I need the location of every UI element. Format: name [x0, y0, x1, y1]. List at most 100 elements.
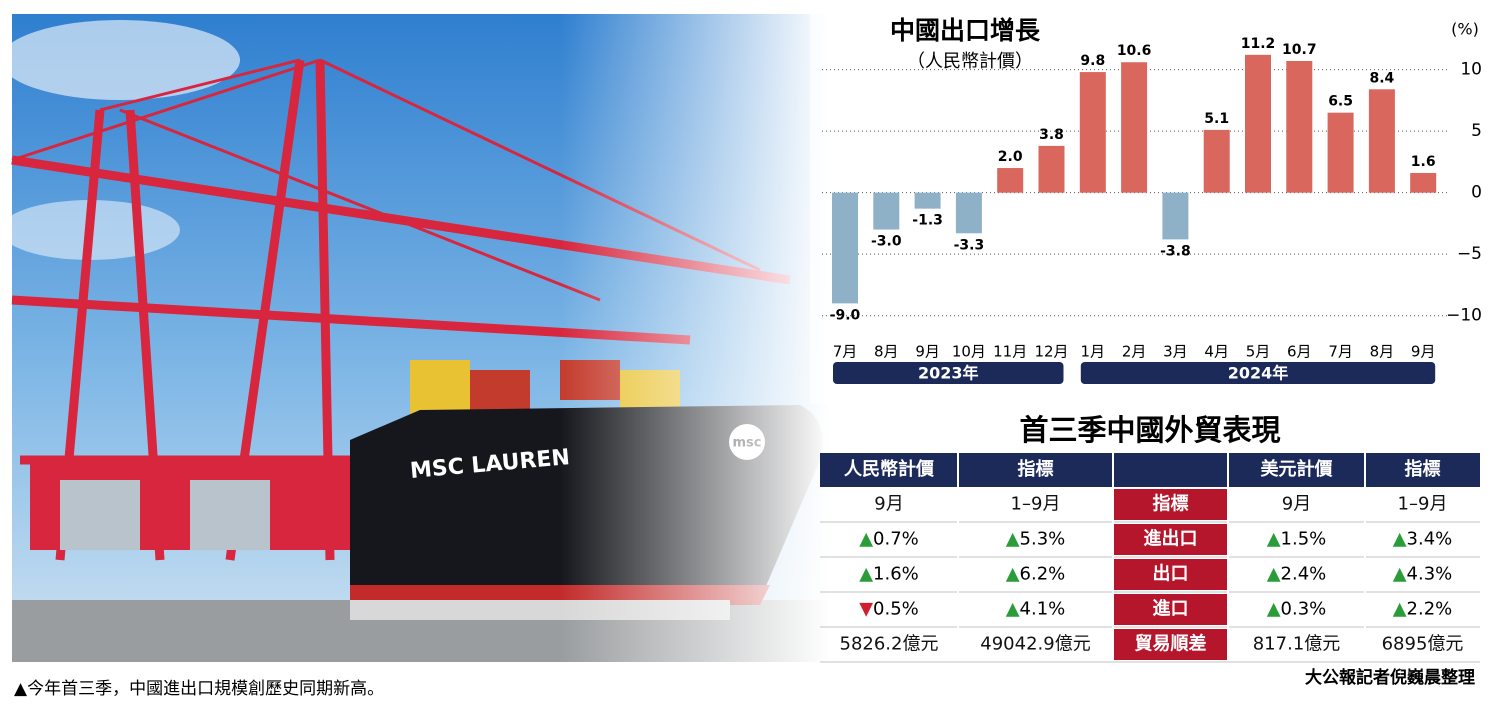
table-cell: ▼0.5% — [859, 599, 919, 620]
value-label: 2.0 — [998, 149, 1023, 165]
value-label: -3.0 — [871, 234, 902, 250]
value-label: 5.1 — [1204, 111, 1229, 127]
bar — [1121, 62, 1148, 193]
change-sign: ▲ — [1267, 564, 1281, 585]
change-sign: ▲ — [1393, 599, 1407, 620]
cell-value: 2.4% — [1281, 564, 1327, 585]
table-cell: 6895億元 — [1382, 634, 1464, 655]
change-sign: ▲ — [1393, 529, 1407, 550]
table-cell: ▲3.4% — [1393, 529, 1453, 550]
cell-value: 1.5% — [1281, 529, 1327, 550]
chart-subtitle: （人民幣計價） — [907, 51, 1033, 72]
value-label: 11.2 — [1241, 36, 1276, 52]
bar — [832, 192, 858, 304]
x-tick-label: 9月 — [915, 343, 940, 361]
x-tick-label: 5月 — [1246, 343, 1271, 361]
caption: ▲今年首三季，中國進出口規模創歷史同期新高。 — [14, 679, 384, 699]
value-label: 8.4 — [1369, 70, 1394, 86]
x-tick-label: 2月 — [1122, 343, 1147, 361]
change-sign: ▲ — [859, 564, 873, 585]
table-cell: ▲6.2% — [1006, 564, 1066, 585]
year-label: 2024年 — [1228, 364, 1289, 383]
bar — [1203, 129, 1230, 193]
x-tick-label: 3月 — [1163, 343, 1188, 361]
value-label: -9.0 — [830, 307, 861, 323]
table-cell: 1–9月 — [1011, 494, 1061, 515]
x-tick-label: 6月 — [1287, 343, 1312, 361]
middle-cell — [1113, 629, 1228, 660]
middle-cell — [1113, 594, 1228, 625]
table-cell: ▲4.1% — [1006, 599, 1066, 620]
row-label: 進出口 — [1144, 528, 1198, 550]
value-label: 1.6 — [1411, 154, 1436, 170]
value-label: -3.3 — [954, 237, 985, 253]
value-label: 9.8 — [1080, 53, 1105, 69]
y-unit: (%) — [1451, 20, 1479, 39]
bar — [1410, 172, 1437, 193]
change-sign: ▲ — [1267, 599, 1281, 620]
x-tick-label: 4月 — [1204, 343, 1229, 361]
x-tick-label: 9月 — [1411, 343, 1436, 361]
x-tick-label: 1月 — [1081, 343, 1106, 361]
y-tick-label: −10 — [1446, 306, 1482, 326]
chart: 中國出口增長 （人民幣計價） (%) 10 5 0 −5 −10 7月 -9.0 8月 -3.0… — [822, 16, 1482, 384]
table-cell: ▲2.4% — [1267, 564, 1327, 585]
x-tick-label: 12月 — [1034, 343, 1068, 361]
table-header: 美元計價 — [1261, 458, 1334, 480]
table-cell: 5826.2億元 — [840, 634, 939, 655]
change-sign: ▲ — [1393, 564, 1407, 585]
table-cell: 49042.9億元 — [980, 634, 1090, 655]
table-cell: 9月 — [1282, 494, 1311, 515]
bar — [1038, 145, 1065, 193]
x-tick-label: 11月 — [993, 343, 1027, 361]
x-tick-label: 7月 — [833, 343, 858, 361]
cell-value: 2.2% — [1407, 599, 1453, 620]
table-cell: ▲1.6% — [859, 564, 919, 585]
middle-cell — [1113, 524, 1228, 555]
table-cell: 1–9月 — [1398, 494, 1448, 515]
cell-value: 0.7% — [873, 529, 919, 550]
bar — [1327, 112, 1354, 193]
change-sign: ▲ — [1006, 529, 1020, 550]
table-cell: ▲4.3% — [1393, 564, 1453, 585]
change-sign: ▲ — [1006, 599, 1020, 620]
cell-value: 4.1% — [1020, 599, 1066, 620]
table-cell: 9月 — [874, 494, 903, 515]
table-cell: ▲5.3% — [1006, 529, 1066, 550]
row-label: 進口 — [1153, 598, 1189, 620]
year-label: 2023年 — [918, 364, 979, 383]
change-sign: ▲ — [859, 529, 873, 550]
photo: MSC LAUREN msc — [0, 14, 830, 662]
cell-value: 5.3% — [1020, 529, 1066, 550]
y-tick-label: −5 — [1457, 244, 1482, 264]
bar — [873, 192, 900, 230]
credit: 大公報記者倪巍晨整理 — [1305, 667, 1475, 688]
table-header: 指標 — [1018, 458, 1054, 480]
table-cell: ▲1.5% — [1267, 529, 1327, 550]
value-label: -3.8 — [1160, 243, 1191, 259]
value-label: -1.3 — [912, 213, 943, 229]
bar — [914, 192, 941, 209]
cell-value: 4.3% — [1407, 564, 1453, 585]
value-label: 6.5 — [1328, 94, 1353, 110]
bar — [1368, 89, 1395, 193]
row-label: 指標 — [1153, 493, 1189, 515]
row-label: 貿易順差 — [1135, 633, 1207, 655]
table-cell: ▲2.2% — [1393, 599, 1453, 620]
cell-value: 0.5% — [873, 599, 919, 620]
table-header-bg — [820, 453, 1480, 487]
table-header: 指標 — [1405, 458, 1441, 480]
table-title: 首三季中國外貿表現 — [1019, 413, 1280, 447]
table-cell: ▲0.3% — [1267, 599, 1327, 620]
year-band — [1080, 362, 1436, 384]
bar — [955, 192, 982, 234]
cell-value: 0.3% — [1281, 599, 1327, 620]
middle-cell — [1113, 489, 1228, 520]
cell-value: 3.4% — [1407, 529, 1453, 550]
cell-value: 6.2% — [1020, 564, 1066, 585]
y-tick-label: 5 — [1471, 121, 1482, 141]
x-tick-label: 8月 — [874, 343, 899, 361]
x-tick-label: 7月 — [1328, 343, 1353, 361]
